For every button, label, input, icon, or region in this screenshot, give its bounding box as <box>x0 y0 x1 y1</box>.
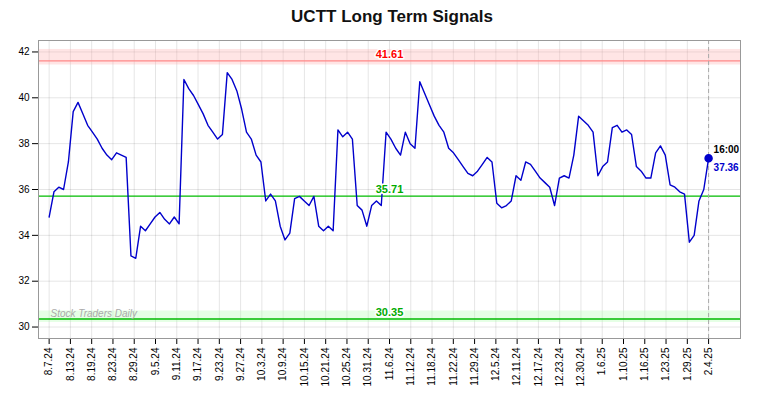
svg-text:8.19.24: 8.19.24 <box>86 347 97 381</box>
svg-text:30: 30 <box>18 321 30 332</box>
svg-text:1.23.25: 1.23.25 <box>660 347 671 381</box>
svg-text:8.23.24: 8.23.24 <box>107 347 118 381</box>
svg-text:12.30.24: 12.30.24 <box>575 347 586 386</box>
svg-text:12.5.24: 12.5.24 <box>490 347 501 381</box>
svg-text:10.31.24: 10.31.24 <box>362 347 373 386</box>
svg-text:10.21.24: 10.21.24 <box>320 347 331 386</box>
svg-text:8.29.24: 8.29.24 <box>128 347 139 381</box>
svg-text:11.22.24: 11.22.24 <box>448 347 459 386</box>
svg-text:10.9.24: 10.9.24 <box>277 347 288 381</box>
svg-text:16:00: 16:00 <box>714 144 740 155</box>
svg-text:32: 32 <box>18 275 30 286</box>
svg-text:34: 34 <box>18 230 30 241</box>
svg-text:10.25.24: 10.25.24 <box>341 347 352 386</box>
svg-text:41.61: 41.61 <box>376 48 404 60</box>
svg-text:9.23.24: 9.23.24 <box>214 347 225 381</box>
svg-text:40: 40 <box>18 92 30 103</box>
svg-text:9.27.24: 9.27.24 <box>235 347 246 381</box>
svg-text:30.35: 30.35 <box>376 306 404 318</box>
svg-text:37.36: 37.36 <box>714 162 739 173</box>
svg-text:9.5.24: 9.5.24 <box>150 347 161 375</box>
svg-text:12.11.24: 12.11.24 <box>511 347 522 386</box>
svg-text:38: 38 <box>18 138 30 149</box>
svg-text:12.17.24: 12.17.24 <box>533 347 544 386</box>
svg-text:8.13.24: 8.13.24 <box>65 347 76 381</box>
svg-text:8.7.24: 8.7.24 <box>43 347 54 375</box>
svg-text:12.23.24: 12.23.24 <box>554 347 565 386</box>
svg-text:11.18.24: 11.18.24 <box>426 347 437 386</box>
svg-text:11.6.24: 11.6.24 <box>384 347 395 380</box>
svg-text:10.15.24: 10.15.24 <box>299 347 310 386</box>
svg-text:42: 42 <box>18 46 30 57</box>
svg-text:1.6.25: 1.6.25 <box>596 347 607 375</box>
svg-text:10.3.24: 10.3.24 <box>256 347 267 381</box>
svg-text:36: 36 <box>18 184 30 195</box>
svg-text:9.17.24: 9.17.24 <box>192 347 203 381</box>
svg-text:11.29.24: 11.29.24 <box>469 347 480 386</box>
svg-text:11.12.24: 11.12.24 <box>405 347 416 386</box>
svg-text:Stock Traders Daily: Stock Traders Daily <box>51 308 139 319</box>
svg-text:1.16.25: 1.16.25 <box>639 347 650 381</box>
html-text:UCTT Long Term Signals: UCTT Long Term Signals <box>291 7 493 26</box>
svg-text:35.71: 35.71 <box>376 183 404 195</box>
svg-text:1.10.25: 1.10.25 <box>618 347 629 381</box>
svg-text:9.11.24: 9.11.24 <box>171 347 182 380</box>
svg-text:2.4.25: 2.4.25 <box>703 347 714 375</box>
svg-text:1.29.25: 1.29.25 <box>682 347 693 381</box>
